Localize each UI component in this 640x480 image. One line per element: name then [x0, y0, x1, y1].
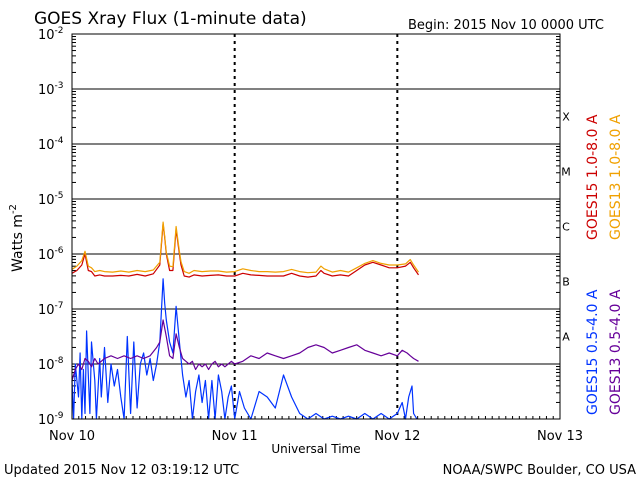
x-tick-label: Nov 12 [374, 429, 420, 444]
chart-title: GOES Xray Flux (1-minute data) [34, 9, 307, 29]
x-tick-label: Nov 10 [49, 429, 95, 444]
y-tick-base: 10 [38, 193, 55, 208]
y-tick-label: 10-5 [38, 191, 64, 208]
flare-class-label: M [561, 166, 571, 179]
series-line [71, 319, 419, 381]
updated-label: Updated 2015 Nov 12 03:19:12 UTC [4, 463, 239, 478]
y-tick-label: 10-6 [38, 246, 64, 263]
plot-frame [71, 33, 561, 420]
y-tick-exponent: -2 [55, 26, 64, 36]
legend-entry: GOES15 0.5-4.0 A [585, 289, 601, 415]
y-tick-base: 10 [38, 248, 55, 263]
y-tick-exponent: -3 [55, 81, 64, 91]
plot-series [71, 221, 419, 420]
legend-entry: GOES15 1.0-8.0 A [585, 114, 601, 240]
legend-entry: GOES13 1.0-8.0 A [608, 114, 624, 240]
y-tick-base: 10 [38, 138, 55, 153]
x-tick-labels: Nov 10 Nov 11 Nov 12 Nov 13 [49, 429, 583, 444]
y-tick-exponent: -5 [55, 191, 64, 201]
y-axis-title-exponent: -2 [8, 204, 19, 214]
flare-class-label: X [562, 111, 570, 124]
y-tick-label: 10-3 [38, 81, 64, 98]
y-axis-title: Watts m-2 [8, 204, 26, 272]
y-tick-label: 10-2 [38, 26, 64, 43]
x-tick-label: Nov 13 [537, 429, 583, 444]
x-axis-title: Universal Time [271, 442, 360, 456]
flare-class-labels: X M C B A [561, 111, 571, 344]
flare-class-label: C [562, 221, 570, 234]
flare-class-label: A [562, 331, 570, 344]
y-tick-base: 10 [38, 83, 55, 98]
credit-label: NOAA/SWPC Boulder, CO USA [443, 463, 636, 478]
series-line [71, 223, 419, 278]
y-tick-base: 10 [38, 303, 55, 318]
y-tick-exponent: -7 [55, 301, 64, 311]
y-tick-label: 10-7 [38, 301, 64, 318]
y-tick-label: 10-8 [38, 356, 64, 373]
y-tick-exponent: -9 [55, 411, 64, 421]
y-tick-base: 10 [38, 413, 55, 428]
y-tick-labels: 10-210-310-410-510-610-710-810-9 [38, 26, 64, 428]
legend: GOES15 1.0-8.0 A GOES13 1.0-8.0 A GOES15 0… [585, 114, 624, 415]
series-line [71, 278, 418, 420]
x-tick-label: Nov 11 [212, 429, 258, 444]
series-line [71, 221, 419, 274]
y-tick-exponent: -6 [55, 246, 64, 256]
flare-class-label: B [562, 276, 570, 289]
y-tick-exponent: -8 [55, 356, 64, 366]
legend-entry: GOES13 0.5-4.0 A [608, 289, 624, 415]
y-axis-title-base: Watts m [10, 214, 26, 272]
y-tick-exponent: -4 [55, 136, 64, 146]
begin-label: Begin: 2015 Nov 10 0000 UTC [408, 18, 604, 33]
y-tick-base: 10 [38, 28, 55, 43]
y-tick-label: 10-4 [38, 136, 64, 153]
y-tick-base: 10 [38, 358, 55, 373]
y-tick-label: 10-9 [38, 411, 64, 428]
